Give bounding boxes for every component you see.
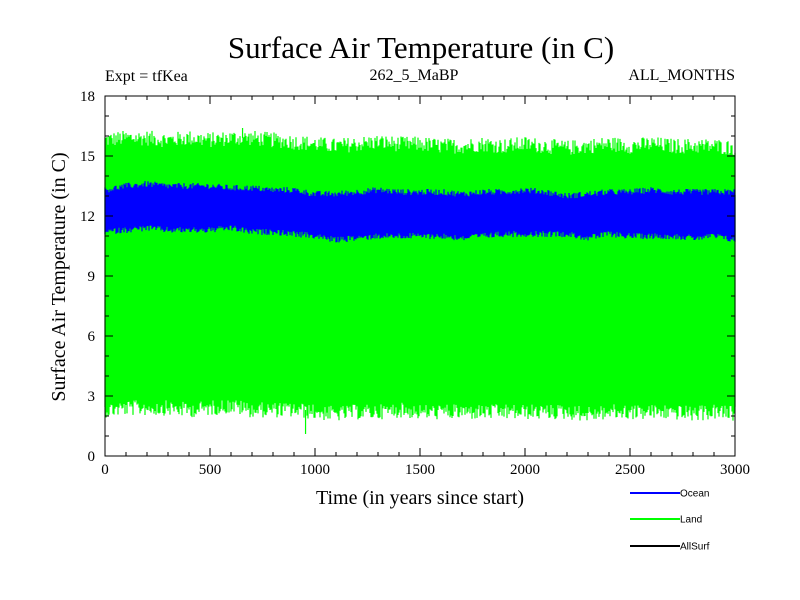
y-tick-label: 18 xyxy=(80,89,95,105)
legend-label-allsurf: AllSurf xyxy=(680,542,710,553)
x-tick-label: 3000 xyxy=(720,462,750,478)
y-tick-label: 9 xyxy=(88,269,96,285)
x-tick-labels: 0 500 1000 1500 2000 2500 3000 xyxy=(101,462,750,478)
x-tick-label: 0 xyxy=(101,462,109,478)
x-axis-label: Time (in years since start) xyxy=(316,487,524,509)
legend-label-land: Land xyxy=(680,515,702,526)
plot-area: 0 500 1000 1500 2000 2500 3000 0 3 6 9 12 15 18 xyxy=(80,89,750,478)
months-annotation: ALL_MONTHS xyxy=(628,67,735,84)
y-tick-label: 0 xyxy=(88,449,96,465)
series-land-line xyxy=(104,130,736,421)
tick-marks xyxy=(104,95,736,457)
series-layer xyxy=(104,128,736,434)
legend-label-ocean: Ocean xyxy=(680,489,709,500)
series-land xyxy=(104,128,736,434)
y-tick-label: 12 xyxy=(80,209,95,225)
x-tick-label: 500 xyxy=(199,462,222,478)
x-tick-label: 2500 xyxy=(615,462,645,478)
legend: Ocean Land AllSurf xyxy=(630,489,710,553)
x-tick-label: 2000 xyxy=(510,462,540,478)
y-tick-label: 15 xyxy=(80,149,95,165)
period-annotation: 262_5_MaBP xyxy=(370,67,459,84)
chart-title: Surface Air Temperature (in C) xyxy=(228,30,614,65)
y-tick-labels: 0 3 6 9 12 15 18 xyxy=(80,89,96,465)
experiment-annotation: Expt = tfKea xyxy=(105,68,188,85)
y-axis-label: Surface Air Temperature (in C) xyxy=(48,152,70,401)
x-tick-label: 1500 xyxy=(405,462,435,478)
y-tick-label: 6 xyxy=(88,329,96,345)
y-tick-label: 3 xyxy=(88,389,96,405)
x-tick-label: 1000 xyxy=(300,462,330,478)
